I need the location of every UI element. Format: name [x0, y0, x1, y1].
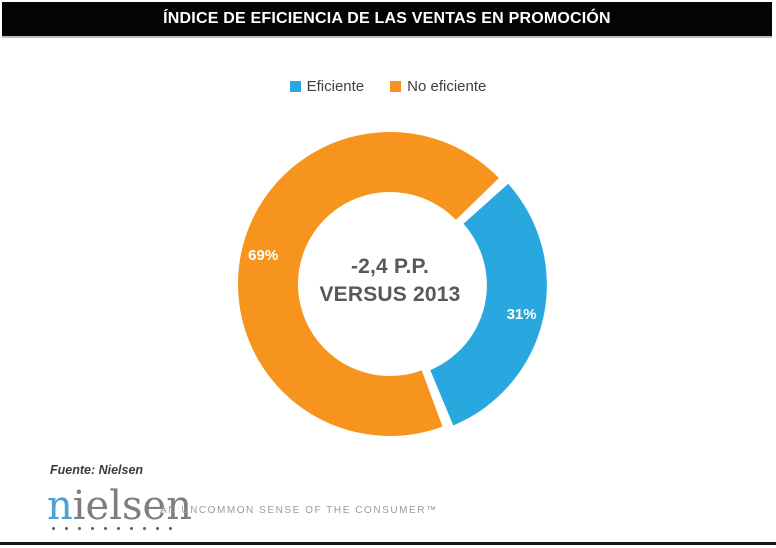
logo-dot [52, 527, 55, 530]
donut-slice-0 [430, 183, 547, 426]
donut-slice-label-1: 69% [248, 247, 278, 264]
bottom-rule [0, 542, 776, 545]
center-text-line-2: VERSUS 2013 [319, 283, 461, 306]
logo-dot [156, 527, 159, 530]
logo-dot [65, 527, 68, 530]
logo-dot [169, 527, 172, 530]
donut-slice-label-0: 31% [507, 306, 537, 323]
logo-dot [104, 527, 107, 530]
legend-label-no-eficiente: No eficiente [407, 78, 487, 95]
logo-dot [91, 527, 94, 530]
logo-dot [78, 527, 81, 530]
source-note: Fuente: Nielsen [50, 463, 144, 477]
center-text-line-1: -2,4 P.P. [350, 255, 430, 278]
nielsen-logo-dots [52, 527, 172, 530]
donut-center-text: -2,4 P.P. VERSUS 2013 [240, 253, 540, 309]
legend-swatch-eficiente [289, 81, 301, 92]
nielsen-logo-rest: ielsen [72, 483, 192, 529]
legend-item-eficiente: Eficiente [289, 78, 365, 95]
nielsen-logo-first-letter: n [47, 483, 73, 529]
legend-swatch-no-eficiente [390, 81, 402, 92]
donut-slice-1 [238, 132, 499, 437]
logo-dot [143, 527, 146, 530]
brand-tagline: AN UNCOMMON SENSE OF THE CONSUMER™ [160, 505, 438, 516]
chart-title: ÍNDICE DE EFICIENCIA DE LAS VENTAS EN PR… [163, 10, 611, 27]
logo-dot [130, 527, 133, 530]
logo-dot [117, 527, 120, 530]
legend-label-eficiente: Eficiente [306, 78, 365, 95]
nielsen-logo-wordmark: nielsen [47, 486, 192, 526]
chart-legend: Eficiente No eficiente [0, 78, 776, 95]
legend-item-no-eficiente: No eficiente [390, 78, 486, 95]
header-bar: ÍNDICE DE EFICIENCIA DE LAS VENTAS EN PR… [2, 2, 772, 38]
